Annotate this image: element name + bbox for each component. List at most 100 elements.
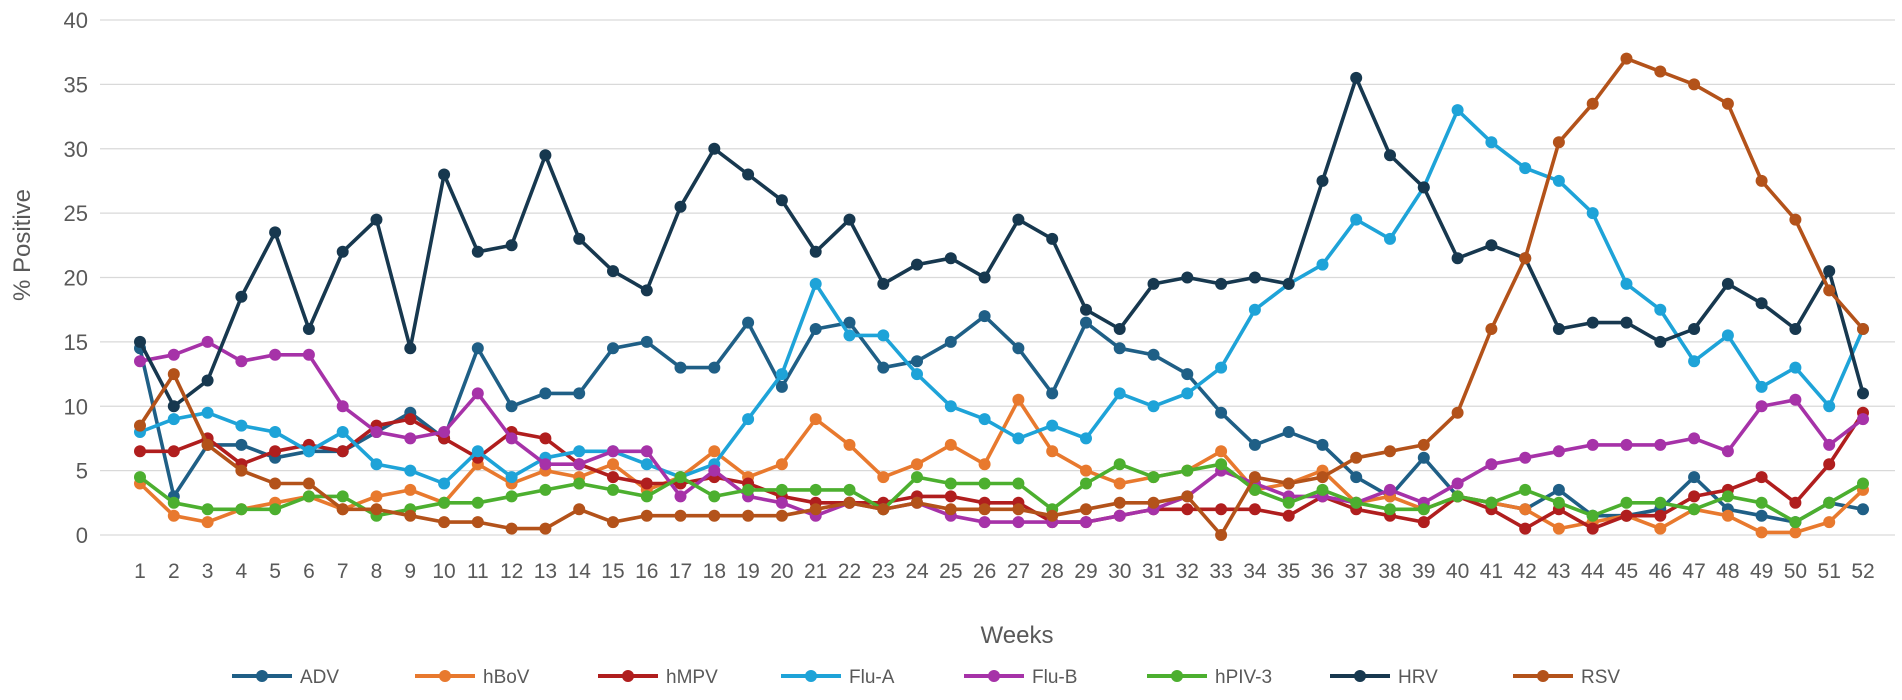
data-point bbox=[1113, 387, 1126, 400]
data-point bbox=[1181, 368, 1194, 381]
x-tick-label: 30 bbox=[1108, 560, 1131, 583]
data-point bbox=[1417, 516, 1430, 529]
data-point bbox=[640, 477, 653, 490]
data-point bbox=[1755, 380, 1768, 393]
data-point bbox=[1113, 458, 1126, 471]
legend-item: Flu-B bbox=[964, 667, 1077, 688]
x-tick-label: 44 bbox=[1581, 560, 1605, 583]
data-point bbox=[505, 490, 518, 503]
x-tick-label: 8 bbox=[371, 560, 383, 583]
data-point bbox=[1552, 496, 1565, 509]
data-point bbox=[1755, 509, 1768, 522]
data-point bbox=[1485, 496, 1498, 509]
data-point bbox=[1215, 445, 1228, 458]
data-point bbox=[809, 245, 822, 258]
data-point bbox=[201, 516, 214, 529]
data-point bbox=[1586, 316, 1599, 329]
data-point bbox=[1688, 490, 1701, 503]
data-point bbox=[235, 419, 248, 432]
data-point bbox=[471, 445, 484, 458]
series-line bbox=[138, 397, 1865, 535]
series-line bbox=[138, 76, 1865, 409]
data-point bbox=[911, 368, 923, 381]
data-point bbox=[201, 406, 214, 419]
data-point bbox=[167, 509, 180, 522]
data-point bbox=[438, 168, 451, 181]
data-point bbox=[1046, 419, 1059, 432]
data-point bbox=[1721, 445, 1734, 458]
data-point bbox=[1755, 471, 1768, 484]
data-point bbox=[573, 387, 586, 400]
data-point bbox=[269, 503, 282, 516]
data-point bbox=[1248, 471, 1261, 484]
data-point bbox=[438, 477, 451, 490]
x-tick-label: 31 bbox=[1142, 560, 1165, 583]
data-point bbox=[1688, 471, 1701, 484]
series-line bbox=[140, 411, 1865, 531]
data-point bbox=[1113, 477, 1126, 490]
data-point bbox=[336, 400, 349, 413]
data-point bbox=[370, 490, 383, 503]
legend: ADV hBoV hMPV Flu-A Flu-B hPIV-3 HRV RSV bbox=[232, 667, 1620, 688]
legend-label: Flu-A bbox=[849, 667, 895, 688]
x-tick-label: 5 bbox=[269, 560, 281, 583]
data-point bbox=[1654, 65, 1667, 78]
data-point bbox=[505, 400, 518, 413]
data-point bbox=[1080, 432, 1092, 445]
x-tick-label: 40 bbox=[1446, 560, 1469, 583]
legend-label: hBoV bbox=[483, 667, 530, 688]
x-tick-label: 6 bbox=[303, 560, 315, 583]
data-point bbox=[1046, 445, 1059, 458]
data-point bbox=[775, 368, 788, 381]
data-point bbox=[877, 471, 890, 484]
data-point bbox=[1823, 265, 1836, 278]
data-point bbox=[201, 335, 214, 348]
data-point bbox=[1282, 509, 1295, 522]
data-point bbox=[1350, 471, 1363, 484]
legend-marker bbox=[1537, 670, 1549, 682]
data-point bbox=[877, 329, 890, 342]
data-point bbox=[370, 426, 383, 438]
data-point bbox=[1080, 516, 1092, 529]
data-point bbox=[1451, 477, 1464, 490]
data-point bbox=[1080, 477, 1092, 490]
data-point bbox=[1046, 387, 1059, 400]
data-point bbox=[1215, 503, 1228, 516]
data-point bbox=[1012, 342, 1025, 355]
data-point bbox=[1012, 503, 1025, 516]
data-point bbox=[1519, 483, 1532, 496]
data-point bbox=[1654, 522, 1667, 535]
data-point bbox=[607, 458, 619, 471]
data-point bbox=[167, 445, 180, 458]
data-point bbox=[1586, 522, 1599, 535]
data-point bbox=[978, 458, 991, 471]
data-point bbox=[1113, 509, 1126, 522]
data-point bbox=[1688, 355, 1701, 368]
legend-label: Flu-B bbox=[1032, 667, 1077, 688]
data-point bbox=[775, 458, 788, 471]
data-point bbox=[201, 374, 214, 387]
data-point bbox=[1417, 451, 1430, 464]
data-point bbox=[1552, 445, 1565, 458]
data-point bbox=[1721, 277, 1734, 290]
data-point bbox=[1113, 496, 1126, 509]
x-tick-label: 1 bbox=[134, 560, 146, 583]
data-point bbox=[1384, 232, 1396, 245]
data-point bbox=[1215, 529, 1228, 541]
x-tick-label: 42 bbox=[1513, 560, 1536, 583]
data-point bbox=[944, 252, 957, 265]
data-point bbox=[471, 496, 484, 509]
data-point bbox=[539, 432, 552, 445]
data-point bbox=[1215, 277, 1228, 290]
data-point bbox=[1552, 483, 1565, 496]
data-point bbox=[708, 142, 721, 155]
data-point bbox=[1384, 149, 1396, 162]
data-point bbox=[235, 464, 248, 477]
data-point bbox=[1654, 335, 1667, 348]
data-point bbox=[674, 361, 687, 374]
data-point bbox=[539, 149, 552, 162]
data-point bbox=[1181, 464, 1194, 477]
data-point bbox=[1215, 361, 1228, 374]
data-point bbox=[573, 232, 586, 245]
